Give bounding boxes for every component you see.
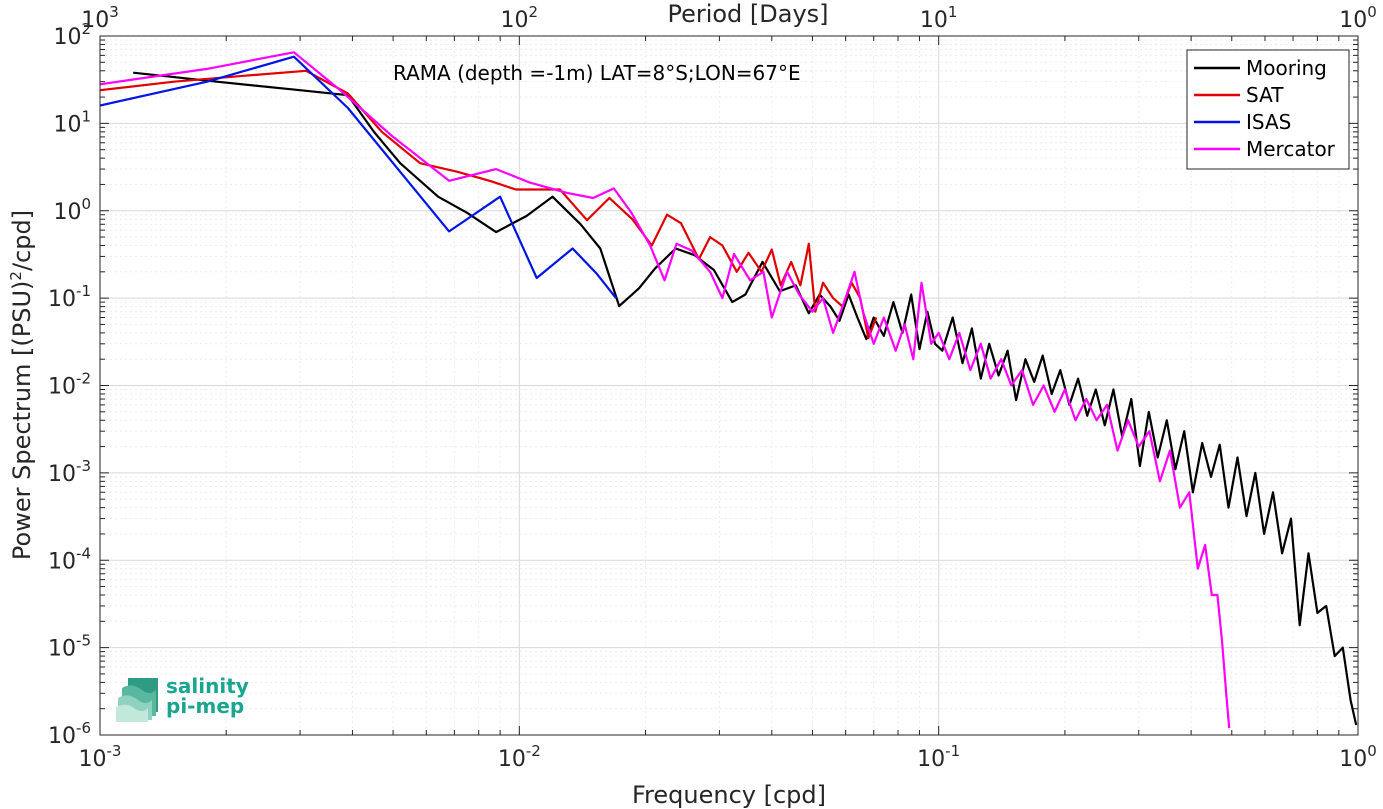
top-tick-label: 100 (1339, 3, 1377, 33)
y-tick-label: 102 (53, 20, 91, 50)
logo-text-pi-mep: pi-mep (166, 694, 244, 718)
legend-label: Mercator (1246, 137, 1336, 161)
y-tick-label: 10-6 (48, 719, 91, 749)
y-axis-label: Power Spectrum [(PSU)2/cpd] (7, 210, 36, 560)
logo-waves-icon (116, 678, 158, 722)
salinity-pi-mep-logo: salinity pi-mep (116, 674, 249, 722)
y-tick-label: 10-4 (48, 544, 91, 574)
x-tick-label: 10-1 (917, 742, 960, 772)
series-line-isas (100, 55, 617, 299)
x-tick-label: 100 (1339, 742, 1377, 772)
legend: Mooring SAT ISAS Mercator (1186, 49, 1350, 170)
y-tick-label: 100 (53, 195, 91, 225)
x-tick-label: 10-3 (79, 742, 122, 772)
series-group (100, 51, 1358, 729)
top-tick-label: 102 (501, 3, 539, 33)
y-tick-label: 10-2 (48, 370, 91, 400)
top-tick-label: 103 (81, 3, 119, 33)
series-line-mercator (100, 51, 1231, 729)
top-tick-label: 101 (920, 3, 958, 33)
logo-text-salinity: salinity (166, 674, 249, 698)
y-tick-label: 10-5 (48, 632, 91, 662)
y-tick-label: 10-1 (48, 282, 91, 312)
y-tick-label: 101 (53, 107, 91, 137)
y-tick-label: 10-3 (48, 457, 91, 487)
legend-label: SAT (1246, 83, 1284, 107)
top-axis-label: Period [Days] (667, 0, 828, 28)
chart-annotation: RAMA (depth =-1m) LAT=8°S;LON=67°E (393, 61, 801, 85)
x-axis-label: Frequency [cpd] (632, 781, 826, 809)
series-line-sat (100, 69, 878, 340)
legend-label: Mooring (1246, 56, 1327, 80)
x-tick-label: 10-2 (498, 742, 541, 772)
legend-label: ISAS (1246, 110, 1291, 134)
series-line-mooring (133, 71, 1358, 726)
